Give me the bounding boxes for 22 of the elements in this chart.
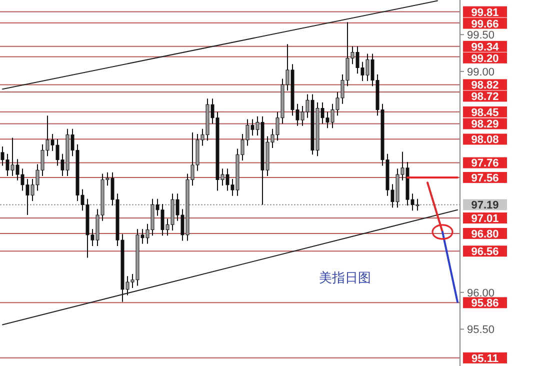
ref-line-label: 97.76 <box>471 158 499 170</box>
ref-line-label: 96.80 <box>471 228 499 240</box>
y-tick-label: 99.00 <box>467 66 495 78</box>
y-tick-label: 96.00 <box>467 287 495 300</box>
ref-line-label: 95.86 <box>471 298 499 310</box>
y-tick-label: 95.50 <box>467 324 495 336</box>
ref-line-label: 98.29 <box>471 118 499 131</box>
ref-line-label: 99.34 <box>471 41 500 54</box>
ref-line-label: 96.56 <box>471 246 499 258</box>
ref-line-label: 98.82 <box>471 80 499 92</box>
ref-line-label: 99.66 <box>471 18 499 30</box>
y-tick-label: 99.50 <box>467 30 495 42</box>
ref-line-label: 99.20 <box>471 52 499 65</box>
ref-line-label: 95.11 <box>472 352 498 365</box>
ref-line-label: 97.01 <box>471 212 499 225</box>
ref-line-label: 99.81 <box>471 6 499 19</box>
ref-line-label: 98.45 <box>471 106 499 119</box>
ref-line-label: 97.56 <box>471 172 499 184</box>
ref-line-label: 98.72 <box>471 91 499 104</box>
ref-line-label: 97.19 <box>471 200 499 212</box>
ref-line-label: 98.08 <box>471 134 499 146</box>
annotation: 美指日图 <box>319 270 371 286</box>
